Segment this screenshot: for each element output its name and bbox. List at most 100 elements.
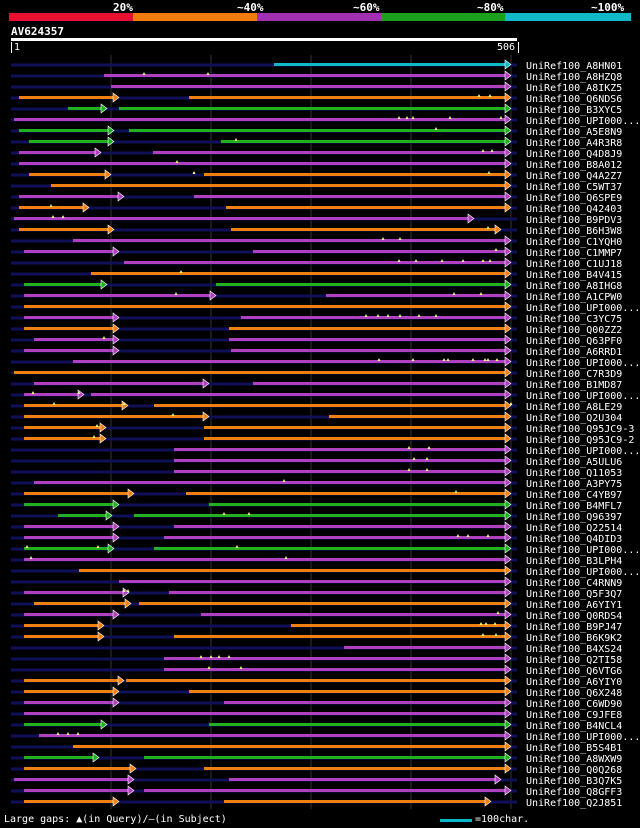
hit-row[interactable]: UniRef100_B8A012 [11, 158, 622, 171]
hit-segment[interactable] [139, 602, 507, 605]
hit-row[interactable]: UniRef100_C5WT37 [11, 180, 622, 193]
hit-row[interactable]: UniRef100_B4MFL7 [11, 499, 622, 512]
hit-segment[interactable] [24, 767, 132, 770]
hit-row[interactable]: UniRef100_C4YB97 [11, 488, 622, 501]
hit-label[interactable]: UniRef100_A8LE29 [526, 402, 622, 413]
hit-label[interactable]: UniRef100_Q95JC9-3 [526, 424, 634, 435]
hit-segment[interactable] [134, 514, 507, 517]
hit-row[interactable]: UniRef100_Q2U304 [11, 411, 622, 424]
hit-label[interactable]: UniRef100_Q8GFF3 [526, 787, 622, 798]
hit-label[interactable]: UniRef100_Q95JC9-2 [526, 435, 634, 446]
hit-segment[interactable] [153, 151, 507, 154]
hit-segment[interactable] [126, 679, 507, 682]
hit-row[interactable]: UniRef100_UPI000... [11, 301, 640, 314]
hit-label[interactable]: UniRef100_B6H3W8 [526, 226, 622, 237]
hit-label[interactable]: UniRef100_Q2J851 [526, 798, 622, 809]
hit-segment[interactable] [224, 701, 507, 704]
hit-row[interactable]: UniRef100_UPI000... [11, 543, 640, 556]
hit-segment[interactable] [186, 492, 507, 495]
hit-label[interactable]: UniRef100_A6RRD1 [526, 347, 622, 358]
hit-row[interactable]: UniRef100_A6RRD1 [11, 345, 622, 358]
hit-label[interactable]: UniRef100_C3YC75 [526, 314, 622, 325]
hit-segment[interactable] [24, 305, 507, 308]
hit-label[interactable]: UniRef100_B9PDV3 [526, 215, 622, 226]
hit-segment[interactable] [204, 437, 507, 440]
hit-row[interactable]: UniRef100_A8IHG8 [11, 279, 622, 292]
hit-label[interactable]: UniRef100_B1MD87 [526, 380, 622, 391]
hit-row[interactable]: UniRef100_UPI000... [11, 114, 640, 127]
hit-row[interactable]: UniRef100_UPI000... [11, 565, 640, 578]
hit-row[interactable]: UniRef100_C1UJ18 [11, 257, 622, 270]
hit-segment[interactable] [169, 591, 507, 594]
hit-row[interactable]: UniRef100_A8HZQ8 [11, 70, 622, 83]
hit-label[interactable]: UniRef100_UPI000... [526, 303, 640, 314]
hit-segment[interactable] [24, 426, 102, 429]
hit-row[interactable]: UniRef100_A8LE29 [11, 400, 622, 413]
hit-row[interactable]: UniRef100_UPI000... [11, 444, 640, 457]
hit-row[interactable]: UniRef100_Q22514 [11, 521, 622, 534]
hit-label[interactable]: UniRef100_Q6NDS6 [526, 94, 622, 105]
hit-segment[interactable] [34, 602, 127, 605]
hit-label[interactable]: UniRef100_Q4D8J9 [526, 149, 622, 160]
hit-segment[interactable] [209, 723, 507, 726]
hit-segment[interactable] [24, 624, 100, 627]
hit-label[interactable]: UniRef100_C4YB97 [526, 490, 622, 501]
hit-segment[interactable] [119, 107, 507, 110]
hit-label[interactable]: UniRef100_Q2TI58 [526, 655, 622, 666]
hit-row[interactable]: UniRef100_B5S4B1 [11, 741, 622, 754]
hit-row[interactable]: UniRef100_Q2J851 [11, 796, 622, 809]
hit-row[interactable]: UniRef100_C3YC75 [11, 312, 622, 325]
hit-row[interactable]: UniRef100_A8IKZ5 [11, 81, 622, 94]
hit-segment[interactable] [91, 272, 507, 275]
hit-row[interactable]: UniRef100_Q95JC9-2 [11, 433, 634, 446]
hit-segment[interactable] [154, 547, 507, 550]
hit-segment[interactable] [344, 646, 507, 649]
hit-row[interactable]: UniRef100_A1CPW0 [11, 290, 622, 303]
hit-row[interactable]: UniRef100_UPI000... [11, 389, 640, 402]
hit-row[interactable]: UniRef100_B6K9K2 [11, 631, 622, 644]
hit-label[interactable]: UniRef100_UPI000... [526, 446, 640, 457]
hit-segment[interactable] [189, 690, 507, 693]
hit-label[interactable]: UniRef100_B8A012 [526, 160, 622, 171]
hit-row[interactable]: UniRef100_B4V415 [11, 268, 622, 281]
hit-label[interactable]: UniRef100_C1UJ18 [526, 259, 622, 270]
hit-segment[interactable] [24, 800, 115, 803]
hit-segment[interactable] [19, 129, 110, 132]
hit-row[interactable]: UniRef100_C1MMP7 [11, 246, 622, 259]
hit-segment[interactable] [231, 349, 507, 352]
hit-row[interactable]: UniRef100_Q0Q268 [11, 763, 622, 776]
hit-segment[interactable] [24, 503, 115, 506]
hit-segment[interactable] [14, 217, 470, 220]
hit-label[interactable]: UniRef100_A5E8N9 [526, 127, 622, 138]
hit-label[interactable]: UniRef100_UPI000... [526, 545, 640, 556]
hit-label[interactable]: UniRef100_UPI000... [526, 391, 640, 402]
hit-segment[interactable] [194, 195, 507, 198]
hit-label[interactable]: UniRef100_C5WT37 [526, 182, 622, 193]
hit-row[interactable]: UniRef100_C4RNN9 [11, 576, 622, 589]
hit-segment[interactable] [19, 151, 97, 154]
hit-segment[interactable] [24, 316, 115, 319]
hit-row[interactable]: UniRef100_C6WD90 [11, 697, 622, 710]
hit-segment[interactable] [119, 580, 507, 583]
hit-row[interactable]: UniRef100_B1MD87 [11, 378, 622, 391]
hit-segment[interactable] [24, 415, 205, 418]
hit-row[interactable]: UniRef100_A5ULU6 [11, 455, 622, 468]
hit-label[interactable]: UniRef100_UPI000... [526, 358, 640, 369]
hit-segment[interactable] [24, 712, 507, 715]
hit-row[interactable]: UniRef100_Q2TI58 [11, 653, 622, 666]
hit-label[interactable]: UniRef100_Q4A2Z7 [526, 171, 622, 182]
hit-segment[interactable] [73, 360, 507, 363]
hit-segment[interactable] [29, 173, 107, 176]
hit-segment[interactable] [14, 778, 130, 781]
hit-segment[interactable] [24, 613, 115, 616]
hit-segment[interactable] [174, 459, 507, 462]
hit-label[interactable]: UniRef100_C6WD90 [526, 699, 622, 710]
hit-label[interactable]: UniRef100_A6YIY0 [526, 677, 622, 688]
hit-segment[interactable] [24, 327, 115, 330]
hit-label[interactable]: UniRef100_B3Q7K5 [526, 776, 622, 787]
hit-row[interactable]: UniRef100_Q4D8J9 [11, 147, 622, 160]
hit-label[interactable]: UniRef100_A8IKZ5 [526, 83, 622, 94]
hit-label[interactable]: UniRef100_Q00ZZ2 [526, 325, 622, 336]
hit-segment[interactable] [24, 349, 115, 352]
hit-segment[interactable] [329, 415, 507, 418]
